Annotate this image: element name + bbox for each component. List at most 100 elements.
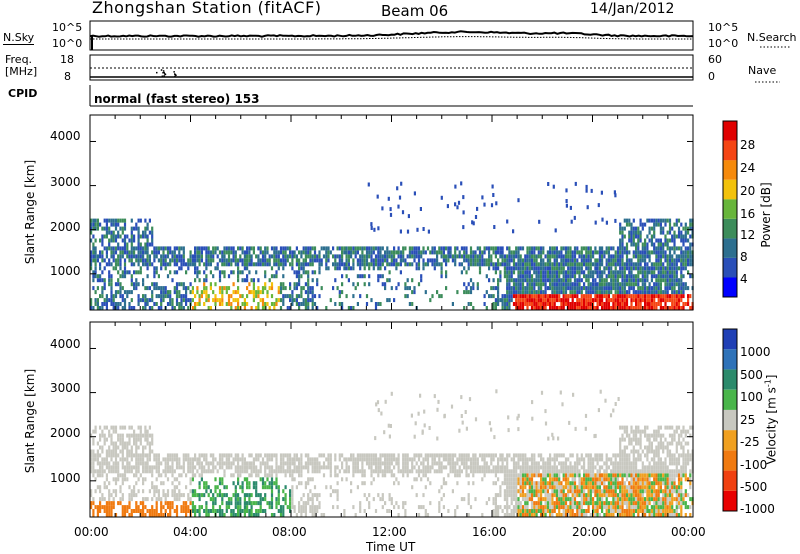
heatmap-cell [205,286,208,291]
heatmap-cell [592,262,595,267]
heatmap-cell [223,513,226,517]
heatmap-cell [524,262,527,267]
heatmap-cell [139,250,142,255]
heatmap-cell [528,497,531,502]
heatmap-cell [682,242,685,247]
heatmap-cell [537,481,540,486]
heatmap-cell [540,306,543,310]
heatmap-cell [417,505,421,510]
heatmap-cell [576,258,579,263]
heatmap-cell [225,453,228,458]
heatmap-cell [580,481,583,486]
heatmap-cell [230,473,233,478]
heatmap-cell [350,254,353,259]
heatmap-cell [205,513,208,517]
heatmap-cell [275,473,278,478]
heatmap-cell [142,262,145,267]
heatmap-cell [108,449,111,454]
heatmap-cell [257,258,260,263]
heatmap-cell [673,282,676,287]
heatmap-cell [316,461,319,466]
heatmap-cell [146,226,149,231]
heatmap-cell [284,501,287,506]
heatmap-cell [96,469,99,474]
heatmap-cell [684,238,687,243]
heatmap-cell [558,254,561,259]
heatmap-cell [128,449,131,454]
heatmap-cell [560,270,563,275]
heatmap-cell [237,509,240,513]
heatmap-cell [680,274,683,279]
heatmap-cell [313,513,317,517]
heatmap-cell [377,254,380,259]
heatmap-cell [607,262,610,267]
heatmap-cell [227,465,231,470]
heatmap-cell [105,254,108,259]
heatmap-cell [429,469,432,474]
heatmap-cell [307,282,310,287]
heatmap-cell [162,481,165,486]
heatmap-cell [137,218,140,223]
heatmap-cell [508,489,511,494]
heatmap-cell [585,184,588,189]
heatmap-cell [164,497,167,502]
heatmap-cell [144,306,147,310]
heatmap-cell [105,234,108,239]
heatmap-cell [460,457,463,462]
heatmap-cell [659,222,662,227]
heatmap-cell [133,262,136,267]
heatmap-cell [564,509,568,513]
heatmap-cell [268,465,271,470]
heatmap-cell [227,258,231,263]
heatmap-cell [90,250,93,255]
heatmap-cell [540,505,543,510]
heatmap-cell [465,465,468,470]
heatmap-cell [501,254,504,259]
heatmap-cell [248,481,251,486]
heatmap-cell [555,489,558,494]
heatmap-cell [530,473,534,478]
heatmap-cell [567,485,570,490]
heatmap-cell [99,489,102,494]
heatmap-cell [644,270,647,275]
heatmap-cell [248,453,251,458]
heatmap-cell [592,298,595,303]
heatmap-cell [512,481,516,486]
heatmap-cell [583,254,586,259]
heatmap-cell [135,222,138,227]
heatmap-cell [454,461,457,466]
heatmap-cell [218,250,222,255]
heatmap-cell [237,477,240,482]
heatmap-cell [117,302,120,306]
heatmap-cell [187,298,190,303]
heatmap-cell [336,254,339,259]
heatmap-cell [438,465,441,470]
heatmap-cell [490,469,493,474]
heatmap-cell [311,298,314,303]
heatmap-cell [533,246,536,251]
heatmap-cell [483,294,486,299]
heatmap-cell [99,437,102,442]
heatmap-cell [266,258,269,263]
heatmap-cell [578,485,581,490]
heatmap-cell [662,226,665,231]
heatmap-cell [273,306,276,310]
heatmap-cell [485,306,488,310]
heatmap-cell [413,477,416,482]
heatmap-cell [644,294,647,299]
heatmap-cell [320,513,323,517]
heatmap-cell [478,465,482,470]
heatmap-cell [587,453,590,458]
heatmap-cell [234,485,237,490]
heatmap-cell [619,258,622,263]
heatmap-cell [289,286,292,291]
heatmap-cell [585,509,588,513]
heatmap-cell [594,262,597,267]
heatmap-cell [142,258,145,263]
heatmap-cell [239,246,242,251]
heatmap-cell [621,238,624,243]
heatmap-cell [128,501,131,506]
heatmap-cell [216,266,219,271]
heatmap-cell [243,457,246,462]
heatmap-cell [126,290,129,295]
